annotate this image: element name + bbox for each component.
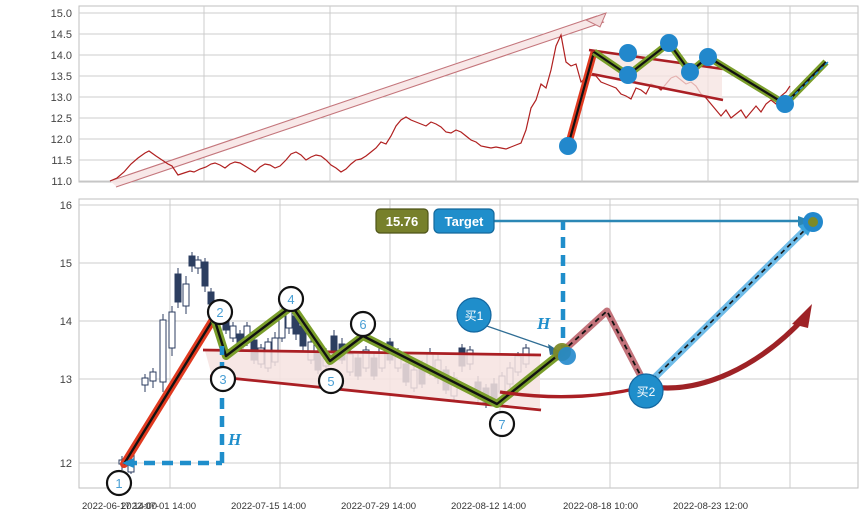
upper-y-tick: 11.5 xyxy=(51,155,72,167)
pivot-circle-6[interactable]: 6 xyxy=(349,310,377,338)
target-label-badge[interactable]: Target xyxy=(433,208,495,234)
pivot-dot[interactable] xyxy=(619,66,637,84)
svg-text:1: 1 xyxy=(115,476,122,491)
upper-price-line xyxy=(109,33,672,182)
target-value-badge[interactable]: 15.76 xyxy=(375,208,429,234)
h-measure-upper[interactable]: H xyxy=(536,222,566,356)
buy2-label: 买2 xyxy=(637,385,656,399)
upper-y-tick: 14.0 xyxy=(51,50,72,62)
svg-text:2: 2 xyxy=(216,305,223,320)
x-tick: 2022-07-29 14:00 xyxy=(341,501,416,512)
upper-y-tick: 13.5 xyxy=(51,71,72,83)
pivot-circle-2[interactable]: 2 xyxy=(206,298,234,326)
lower-candle-panel[interactable]: 16 15 14 13 12 xyxy=(0,196,865,520)
lower-y-tick: 14 xyxy=(60,316,72,328)
upper-pivot-dots[interactable] xyxy=(559,34,794,155)
h-label-2: H xyxy=(536,314,551,333)
target-value-text: 15.76 xyxy=(386,214,419,229)
x-tick: 2022-07-01 14:00 xyxy=(121,501,196,512)
lower-y-tick: 13 xyxy=(60,374,72,386)
target-label-text: Target xyxy=(445,214,484,229)
upper-y-tick: 15.0 xyxy=(51,8,72,20)
lower-x-axis-labels: 2022-06-17 14:00 2022-07-01 14:00 2022-0… xyxy=(82,501,748,512)
pivot-dot[interactable] xyxy=(699,48,717,66)
pivot-dot[interactable] xyxy=(776,95,794,113)
pivot-dot[interactable] xyxy=(660,34,678,52)
x-tick: 2022-08-18 10:00 xyxy=(563,501,638,512)
upper-price-panel[interactable]: 15.0 14.5 14.0 13.5 13.0 12.5 12.0 11.5 … xyxy=(0,0,865,196)
upper-y-tick: 11.0 xyxy=(51,176,72,188)
pivot-label-circles[interactable]: 1 2 3 4 5 6 7 xyxy=(105,285,516,497)
x-tick: 2022-08-12 14:00 xyxy=(451,501,526,512)
x-tick: 2022-07-15 14:00 xyxy=(231,501,306,512)
target-point-marker[interactable] xyxy=(803,212,823,232)
h-measure-lower[interactable]: H xyxy=(122,346,242,468)
pivot-circle-3[interactable]: 3 xyxy=(209,365,237,393)
pivot-circle-4[interactable]: 4 xyxy=(277,285,305,313)
svg-text:7: 7 xyxy=(498,417,505,432)
pivot-dot[interactable] xyxy=(681,63,699,81)
lower-descending-channel[interactable] xyxy=(202,348,542,412)
x-tick: 2022-06-17 14:00 xyxy=(82,501,157,512)
x-tick: 2022-08-23 12:00 xyxy=(673,501,748,512)
buy1-marker[interactable]: 买1 xyxy=(456,297,576,365)
pivot-circle-5[interactable]: 5 xyxy=(317,367,345,395)
upper-y-tick: 13.0 xyxy=(51,92,72,104)
pivot-dot[interactable] xyxy=(619,44,637,62)
h-label-1: H xyxy=(227,430,242,449)
lower-y-tick: 16 xyxy=(60,200,72,212)
upper-y-tick: 14.5 xyxy=(51,29,72,41)
svg-text:6: 6 xyxy=(359,317,366,332)
pivot-circle-1[interactable]: 1 xyxy=(105,469,133,497)
correction-zigzag-2-7[interactable] xyxy=(210,302,565,408)
pivot-dot[interactable] xyxy=(559,137,577,155)
upper-y-axis-labels: 15.0 14.5 14.0 13.5 13.0 12.5 12.0 11.5 … xyxy=(51,8,72,188)
pivot-circle-7[interactable]: 7 xyxy=(488,410,516,438)
upper-ascending-channel[interactable] xyxy=(109,12,607,188)
buy2-marker[interactable]: 买2 xyxy=(628,373,664,409)
lower-grid xyxy=(78,198,859,489)
buy1-label: 买1 xyxy=(465,309,484,323)
lower-y-axis-labels: 16 15 14 13 12 xyxy=(60,200,72,470)
upper-y-tick: 12.5 xyxy=(51,113,72,125)
lower-y-tick: 12 xyxy=(60,458,72,470)
svg-text:5: 5 xyxy=(327,374,334,389)
svg-text:3: 3 xyxy=(219,372,226,387)
upper-y-tick: 12.0 xyxy=(51,134,72,146)
svg-text:4: 4 xyxy=(287,292,294,307)
impulse-wave-1-2[interactable] xyxy=(120,314,218,468)
lower-y-tick: 15 xyxy=(60,258,72,270)
